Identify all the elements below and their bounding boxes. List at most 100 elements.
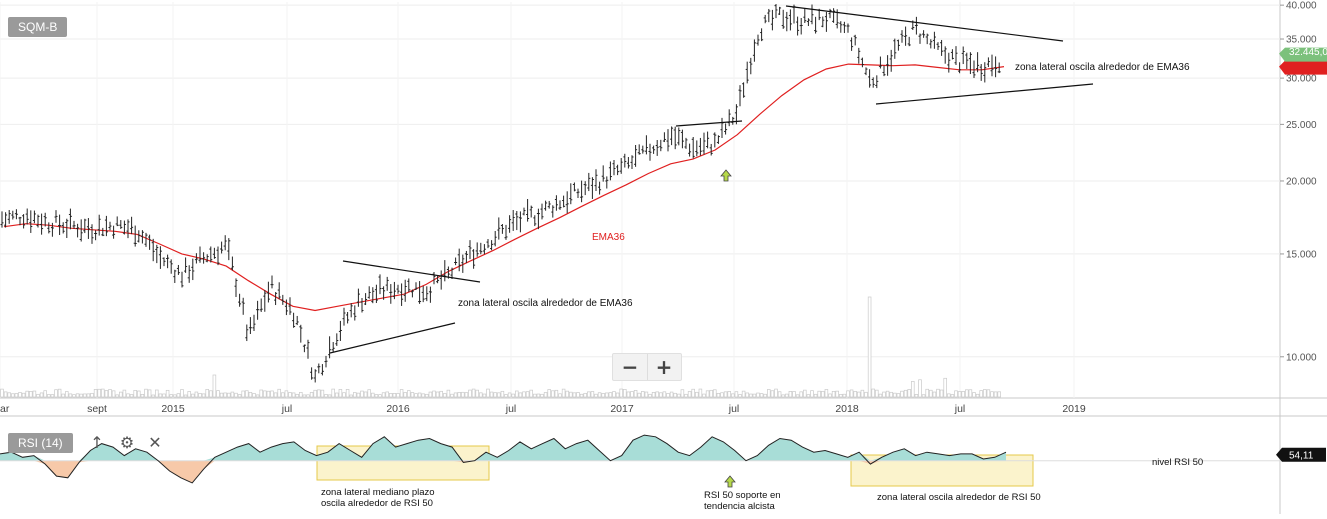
volume-bar <box>536 393 541 398</box>
close-icon[interactable]: ✕ <box>148 433 162 452</box>
volume-bar <box>554 389 559 398</box>
rsi-label-badge[interactable]: RSI (14) <box>8 433 73 453</box>
trend-line <box>675 120 743 127</box>
volume-bar <box>464 392 469 398</box>
time-tick-label: 2017 <box>610 403 634 415</box>
volume-bar <box>525 391 530 398</box>
volume-bar <box>291 392 296 398</box>
volume-bar <box>68 393 73 398</box>
symbol-badge[interactable]: SQM-B <box>8 17 68 37</box>
volume-bar <box>547 389 551 398</box>
time-tick-label: sept <box>87 403 107 415</box>
volume-bar <box>497 392 501 398</box>
volume-bar <box>662 391 667 398</box>
volume-bar <box>396 393 400 398</box>
volume-bar <box>968 389 973 398</box>
volume-bar <box>288 392 292 398</box>
volume-bar <box>212 374 217 398</box>
volume-bar <box>774 388 778 398</box>
volume-bar <box>651 392 656 398</box>
volume-bar <box>25 390 29 398</box>
volume-bar <box>817 390 821 398</box>
volume-bar <box>569 391 573 398</box>
volume-bar <box>75 393 80 398</box>
arrow-up-icon[interactable]: ↑ <box>90 433 104 452</box>
volume-bar <box>857 391 861 398</box>
volume-bar <box>507 392 512 398</box>
volume-bar <box>846 390 850 398</box>
volume-bar <box>961 391 965 398</box>
volume-bar <box>119 391 123 398</box>
zoom-out-button[interactable]: − <box>613 354 648 380</box>
volume-bar <box>572 392 577 398</box>
volume-bar <box>21 392 26 398</box>
price-tick-label: 25.000 <box>1286 120 1317 131</box>
volume-bar <box>835 390 839 398</box>
volume-bar <box>407 390 411 398</box>
volume-bar <box>500 390 505 398</box>
volume-bar <box>504 394 508 398</box>
volume-bar <box>637 392 641 398</box>
volume-bar <box>129 394 134 398</box>
volume-bar <box>97 388 101 398</box>
volume-bar <box>590 391 595 398</box>
volume-bar <box>810 390 814 398</box>
volume-bar <box>709 389 713 398</box>
volume-bar <box>176 393 181 398</box>
volume-bar <box>612 391 616 398</box>
volume-bar <box>140 393 145 398</box>
volume-bar <box>576 392 580 398</box>
volume-bar <box>583 392 587 398</box>
volume-bar <box>173 394 177 398</box>
volume-bar <box>378 394 382 398</box>
volume-bar <box>875 389 879 398</box>
rsi-annotation-1-line2: oscila alrededor de RSI 50 <box>321 498 433 509</box>
volume-bar <box>475 389 479 398</box>
volume-bar <box>486 388 490 398</box>
volume-bar <box>385 391 389 398</box>
volume-bar <box>381 392 386 398</box>
volume-bar <box>597 392 602 398</box>
volume-bar <box>443 393 447 398</box>
volume-bar <box>677 393 681 398</box>
trend-line <box>329 322 456 354</box>
volume-bar <box>720 392 724 398</box>
volume-bar <box>39 392 44 398</box>
volume-bar <box>446 389 451 398</box>
volume-bar <box>428 391 433 398</box>
volume-bar <box>61 393 65 398</box>
volume-bar <box>608 392 613 398</box>
volume-bar <box>763 393 767 398</box>
volume-bar <box>263 390 267 398</box>
rsi-line <box>0 434 1007 484</box>
volume-bar <box>821 390 825 398</box>
volume-bar <box>842 393 847 398</box>
volume-bar <box>367 389 371 398</box>
volume-bar <box>122 389 127 398</box>
annotation-zona-lateral-2016: zona lateral oscila alrededor de EMA36 <box>458 298 633 309</box>
volume-bar <box>331 388 335 398</box>
volume-bar <box>47 394 51 398</box>
volume-bar <box>374 394 379 398</box>
volume-bar <box>57 388 62 398</box>
volume-bar <box>936 388 940 398</box>
volume-bar <box>493 392 497 398</box>
volume-bar <box>83 393 87 398</box>
gear-icon[interactable]: ⚙ <box>119 433 135 452</box>
volume-bar <box>392 393 397 398</box>
trend-line <box>875 83 1094 105</box>
price-tick-label: 30.000 <box>1286 74 1317 85</box>
rsi-area-above-50 <box>0 435 1006 461</box>
volume-bar <box>601 393 605 398</box>
volume-bar <box>306 394 310 398</box>
volume-bar <box>767 389 771 398</box>
volume-bar <box>43 390 47 398</box>
time-tick-label: jul <box>728 403 740 415</box>
volume-bar <box>360 390 364 398</box>
volume-bar <box>885 390 890 398</box>
volume-bar <box>954 390 958 398</box>
volume-bar <box>615 392 620 398</box>
price-tick-label: 15.000 <box>1286 249 1317 260</box>
volume-bar <box>266 390 271 398</box>
zoom-in-button[interactable]: + <box>655 355 673 379</box>
